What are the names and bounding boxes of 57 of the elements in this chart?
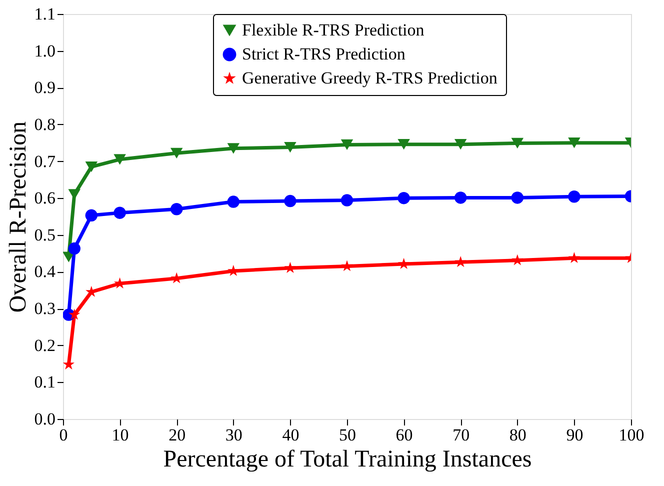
point	[284, 142, 296, 153]
x-tick-label: 0	[59, 426, 68, 444]
point	[170, 148, 183, 158]
y-tick-label: 1.0	[34, 41, 56, 60]
legend-label: Strict R-TRS Prediction	[242, 44, 406, 64]
legend-label: Generative Greedy R-TRS Prediction	[242, 68, 498, 88]
point	[398, 139, 410, 150]
y-tick-label: 0.1	[34, 372, 56, 392]
point	[511, 138, 524, 149]
x-tick-label: 10	[112, 426, 129, 444]
point	[568, 252, 580, 264]
point	[114, 154, 126, 165]
point	[284, 194, 296, 208]
point	[85, 161, 98, 172]
x-axis-title: Percentage of Total Training Instances	[163, 446, 532, 472]
y-tick-label: 0.7	[34, 152, 56, 171]
point	[114, 206, 126, 219]
point	[68, 242, 80, 255]
y-tick-label: 1.1	[34, 4, 56, 24]
point	[398, 192, 410, 204]
x-tick-label: 70	[452, 426, 470, 444]
point	[454, 139, 467, 150]
point	[340, 194, 354, 206]
y-axis-title: Overall R-Precision	[5, 121, 32, 313]
x-tick-label: 20	[168, 426, 186, 444]
point	[340, 139, 354, 150]
y-tick-label: 0.0	[34, 410, 56, 428]
point	[228, 264, 240, 276]
x-tick-label: 100	[618, 426, 644, 444]
point	[85, 209, 98, 222]
point	[568, 190, 580, 203]
legend-label: Flexible R-TRS Prediction	[242, 20, 425, 40]
y-tick-label: 0.6	[34, 188, 56, 208]
point	[227, 196, 240, 208]
y-tick-label: 0.8	[34, 114, 56, 134]
point	[170, 203, 183, 216]
point	[227, 143, 240, 154]
y-tick-label: 0.5	[34, 225, 56, 244]
point	[68, 308, 80, 320]
x-tick-label: 80	[509, 426, 526, 444]
point	[398, 258, 410, 269]
y-tick-label: 0.9	[34, 78, 56, 98]
x-tick-label: 60	[396, 426, 413, 444]
point	[512, 254, 524, 266]
point	[454, 192, 467, 204]
y-tick-label: 0.2	[34, 336, 56, 355]
x-tick-label: 40	[282, 426, 300, 444]
x-tick-label: 90	[566, 426, 584, 444]
point	[284, 262, 296, 273]
x-tick-label: 50	[339, 426, 356, 444]
point	[341, 260, 353, 272]
point	[454, 256, 466, 268]
y-tick-label: 0.3	[34, 299, 56, 318]
y-tick-label: 0.4	[34, 262, 56, 282]
point	[511, 192, 524, 204]
point	[568, 138, 580, 148]
x-tick-label: 30	[225, 426, 242, 444]
